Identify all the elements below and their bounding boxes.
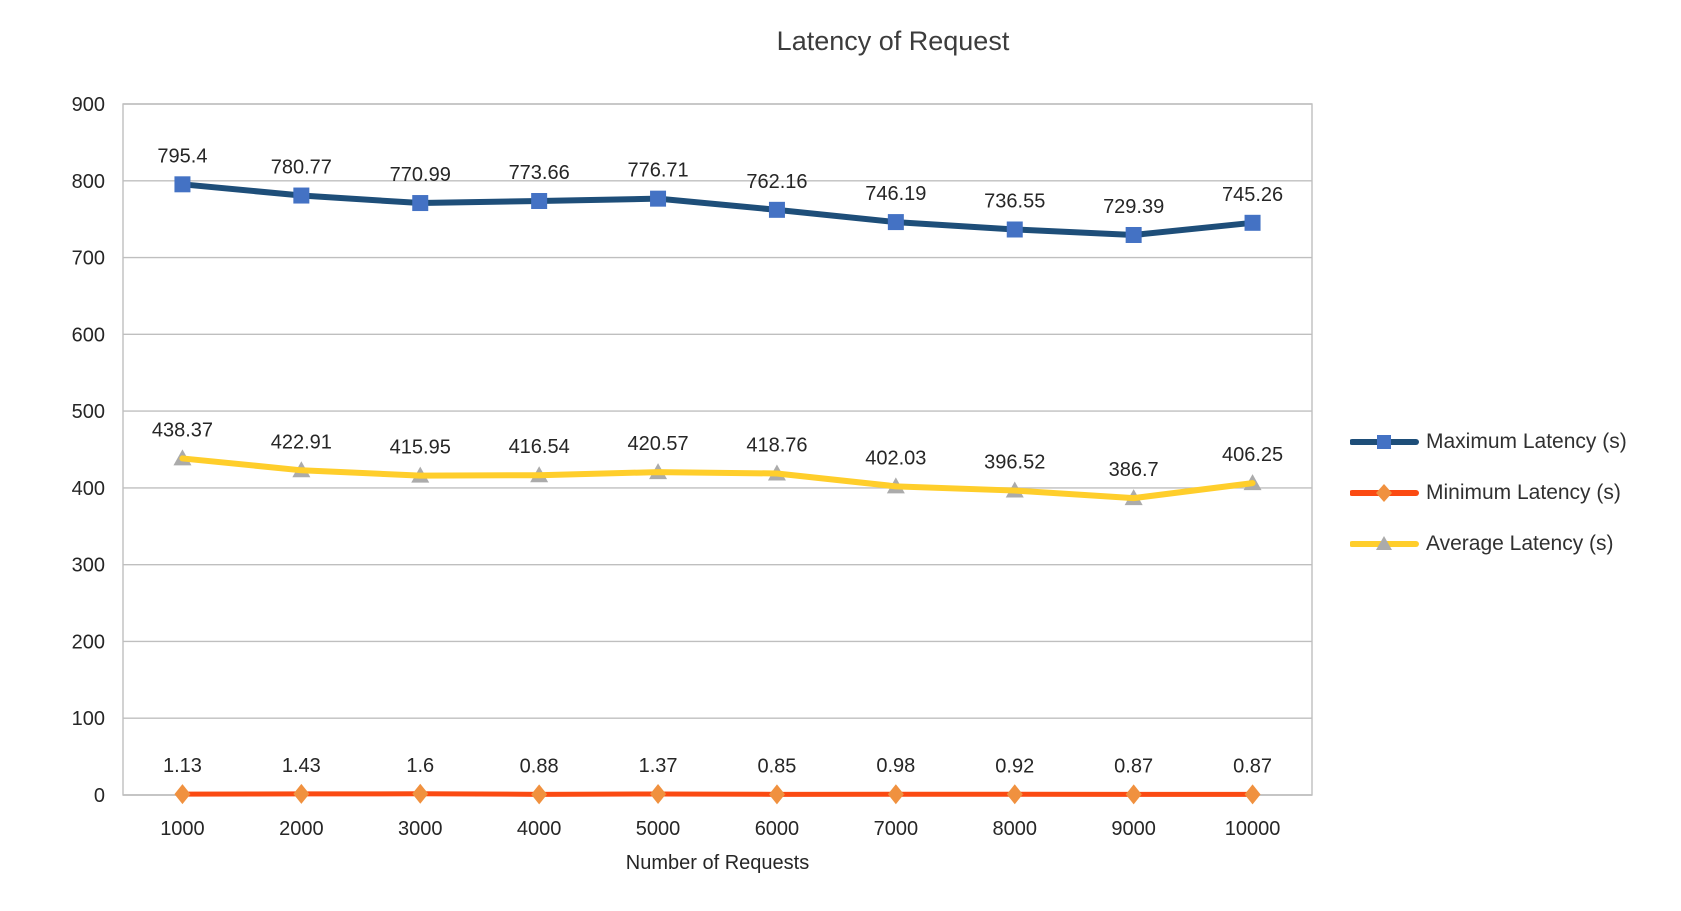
data-label-average-latency-s: 415.95 [390,437,451,459]
data-label-maximum-latency-s: 773.66 [509,162,570,184]
data-label-maximum-latency-s: 795.4 [157,145,207,167]
y-tick-label: 900 [72,94,105,116]
data-label-average-latency-s: 386.7 [1109,459,1159,481]
y-tick-label: 200 [72,631,105,653]
data-point-marker-minimum-latency-s [293,783,310,804]
data-label-maximum-latency-s: 736.55 [984,190,1045,212]
data-point-marker-maximum-latency-s [768,201,785,218]
legend-item-minimum-latency: Minimum Latency (s) [1350,481,1627,505]
data-point-marker-maximum-latency-s [650,190,667,207]
data-label-minimum-latency-s: 1.37 [639,755,678,777]
data-point-marker-maximum-latency-s [412,195,429,212]
legend-diamond-marker-icon [1350,484,1419,502]
data-label-minimum-latency-s: 0.87 [1114,755,1153,777]
data-point-marker-maximum-latency-s [1125,226,1142,243]
data-label-minimum-latency-s: 1.13 [163,755,202,777]
data-point-marker-maximum-latency-s [1244,214,1261,231]
data-label-maximum-latency-s: 762.16 [746,171,807,193]
x-tick-label: 9000 [1111,818,1156,840]
y-tick-label: 600 [72,324,105,346]
y-tick-label: 800 [72,171,105,193]
data-point-marker-maximum-latency-s [174,176,191,193]
data-point-marker-minimum-latency-s [650,783,667,804]
x-tick-label: 8000 [993,818,1038,840]
y-tick-label: 0 [94,785,105,807]
y-tick-label: 300 [72,555,105,577]
data-label-minimum-latency-s: 0.88 [520,755,559,777]
legend-marker [1376,536,1392,550]
legend-label-maximum-latency: Maximum Latency (s) [1426,430,1627,453]
series-line-minimum-latency-s [179,791,1256,797]
data-point-marker-minimum-latency-s [887,784,904,805]
data-point-marker-minimum-latency-s [531,784,548,805]
x-tick-label: 3000 [398,818,443,840]
data-label-minimum-latency-s: 0.87 [1233,755,1272,777]
data-label-average-latency-s: 396.52 [984,452,1045,474]
data-label-average-latency-s: 422.91 [271,431,332,453]
x-tick-label: 1000 [160,818,205,840]
legend: Maximum Latency (s) Minimum Latency (s) … [1350,430,1627,556]
y-tick-label: 400 [72,478,105,500]
y-tick-label: 500 [72,401,105,423]
legend-triangle-marker-icon [1350,536,1419,550]
data-label-minimum-latency-s: 0.98 [876,755,915,777]
legend-item-average-latency: Average Latency (s) [1350,532,1627,556]
data-label-maximum-latency-s: 745.26 [1222,184,1283,206]
data-label-average-latency-s: 420.57 [627,433,688,455]
data-point-marker-minimum-latency-s [412,783,429,804]
data-point-marker-maximum-latency-s [293,187,310,204]
x-tick-label: 5000 [636,818,681,840]
data-label-minimum-latency-s: 1.6 [406,755,434,777]
data-point-marker-maximum-latency-s [531,193,548,210]
x-tick-label: 7000 [874,818,919,840]
series-line-average-latency-s [179,455,1256,502]
x-tick-label: 6000 [755,818,800,840]
data-label-minimum-latency-s: 1.43 [282,755,321,777]
legend-marker [1377,435,1391,449]
data-label-average-latency-s: 418.76 [746,434,807,456]
legend-item-maximum-latency: Maximum Latency (s) [1350,430,1627,454]
legend-square-marker-icon [1350,435,1419,449]
x-tick-label: 4000 [517,818,562,840]
series-line-maximum-latency-s [179,181,1256,238]
data-label-average-latency-s: 438.37 [152,419,213,441]
data-label-maximum-latency-s: 746.19 [865,183,926,205]
x-axis-title: Number of Requests [626,852,809,874]
data-point-marker-maximum-latency-s [1006,221,1023,238]
data-point-marker-maximum-latency-s [887,214,904,231]
data-label-minimum-latency-s: 0.92 [995,755,1034,777]
data-label-average-latency-s: 406.25 [1222,444,1283,466]
data-label-minimum-latency-s: 0.85 [757,755,796,777]
data-point-marker-minimum-latency-s [174,784,191,805]
x-tick-label: 2000 [279,818,324,840]
data-point-marker-minimum-latency-s [1125,784,1142,805]
data-label-average-latency-s: 402.03 [865,447,926,469]
legend-marker [1376,484,1392,502]
legend-label-minimum-latency: Minimum Latency (s) [1426,481,1621,504]
x-tick-label: 10000 [1225,818,1281,840]
data-point-marker-minimum-latency-s [768,784,785,805]
data-label-maximum-latency-s: 776.71 [627,160,688,182]
data-point-marker-minimum-latency-s [1244,784,1261,805]
data-label-average-latency-s: 416.54 [509,436,570,458]
data-label-maximum-latency-s: 729.39 [1103,196,1164,218]
data-point-marker-minimum-latency-s [1006,784,1023,805]
y-tick-label: 100 [72,708,105,730]
legend-label-average-latency: Average Latency (s) [1426,532,1614,555]
y-tick-label: 700 [72,248,105,270]
chart-title: Latency of Request [776,26,1010,56]
data-label-maximum-latency-s: 780.77 [271,157,332,179]
data-label-maximum-latency-s: 770.99 [390,164,451,186]
